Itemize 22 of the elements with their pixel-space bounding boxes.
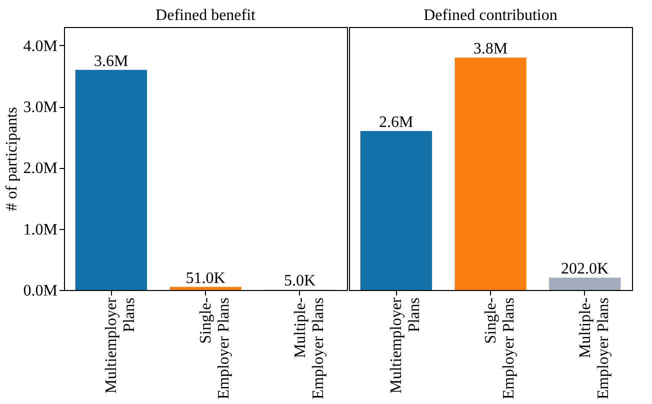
y-axis-title: # of participants — [3, 107, 20, 211]
y-tick-label: 2.0M — [23, 160, 58, 178]
x-tick-label: Multiemployer Plans — [388, 296, 424, 394]
chart-title: Defined benefit — [156, 7, 256, 24]
data-label: 3.6M — [94, 52, 128, 70]
y-tick-label: 0.0M — [23, 282, 58, 300]
data-label: 202.0K — [561, 260, 610, 278]
x-tick-label: Single-Employer Plans — [482, 298, 518, 400]
x-tick-label: Multiple-Employer Plans — [292, 298, 327, 400]
bar — [75, 70, 148, 290]
chart-title: Defined contribution — [424, 7, 558, 24]
bar — [170, 286, 242, 290]
x-tick-label: Multiple-Employer Plans — [576, 298, 612, 400]
x-tick-label: Multiemployer Plans — [103, 296, 138, 394]
y-tick-label: 3.0M — [23, 99, 58, 116]
data-label: 2.6M — [379, 114, 414, 131]
data-label: 3.8M — [473, 40, 508, 58]
y-tick-label: 4.0M — [23, 38, 58, 55]
data-label: 51.0K — [186, 270, 226, 287]
data-label: 5.0K — [284, 272, 316, 290]
x-tick-label: Single-Employer Plans — [198, 298, 232, 400]
y-tick-label: 1.0M — [23, 221, 58, 238]
